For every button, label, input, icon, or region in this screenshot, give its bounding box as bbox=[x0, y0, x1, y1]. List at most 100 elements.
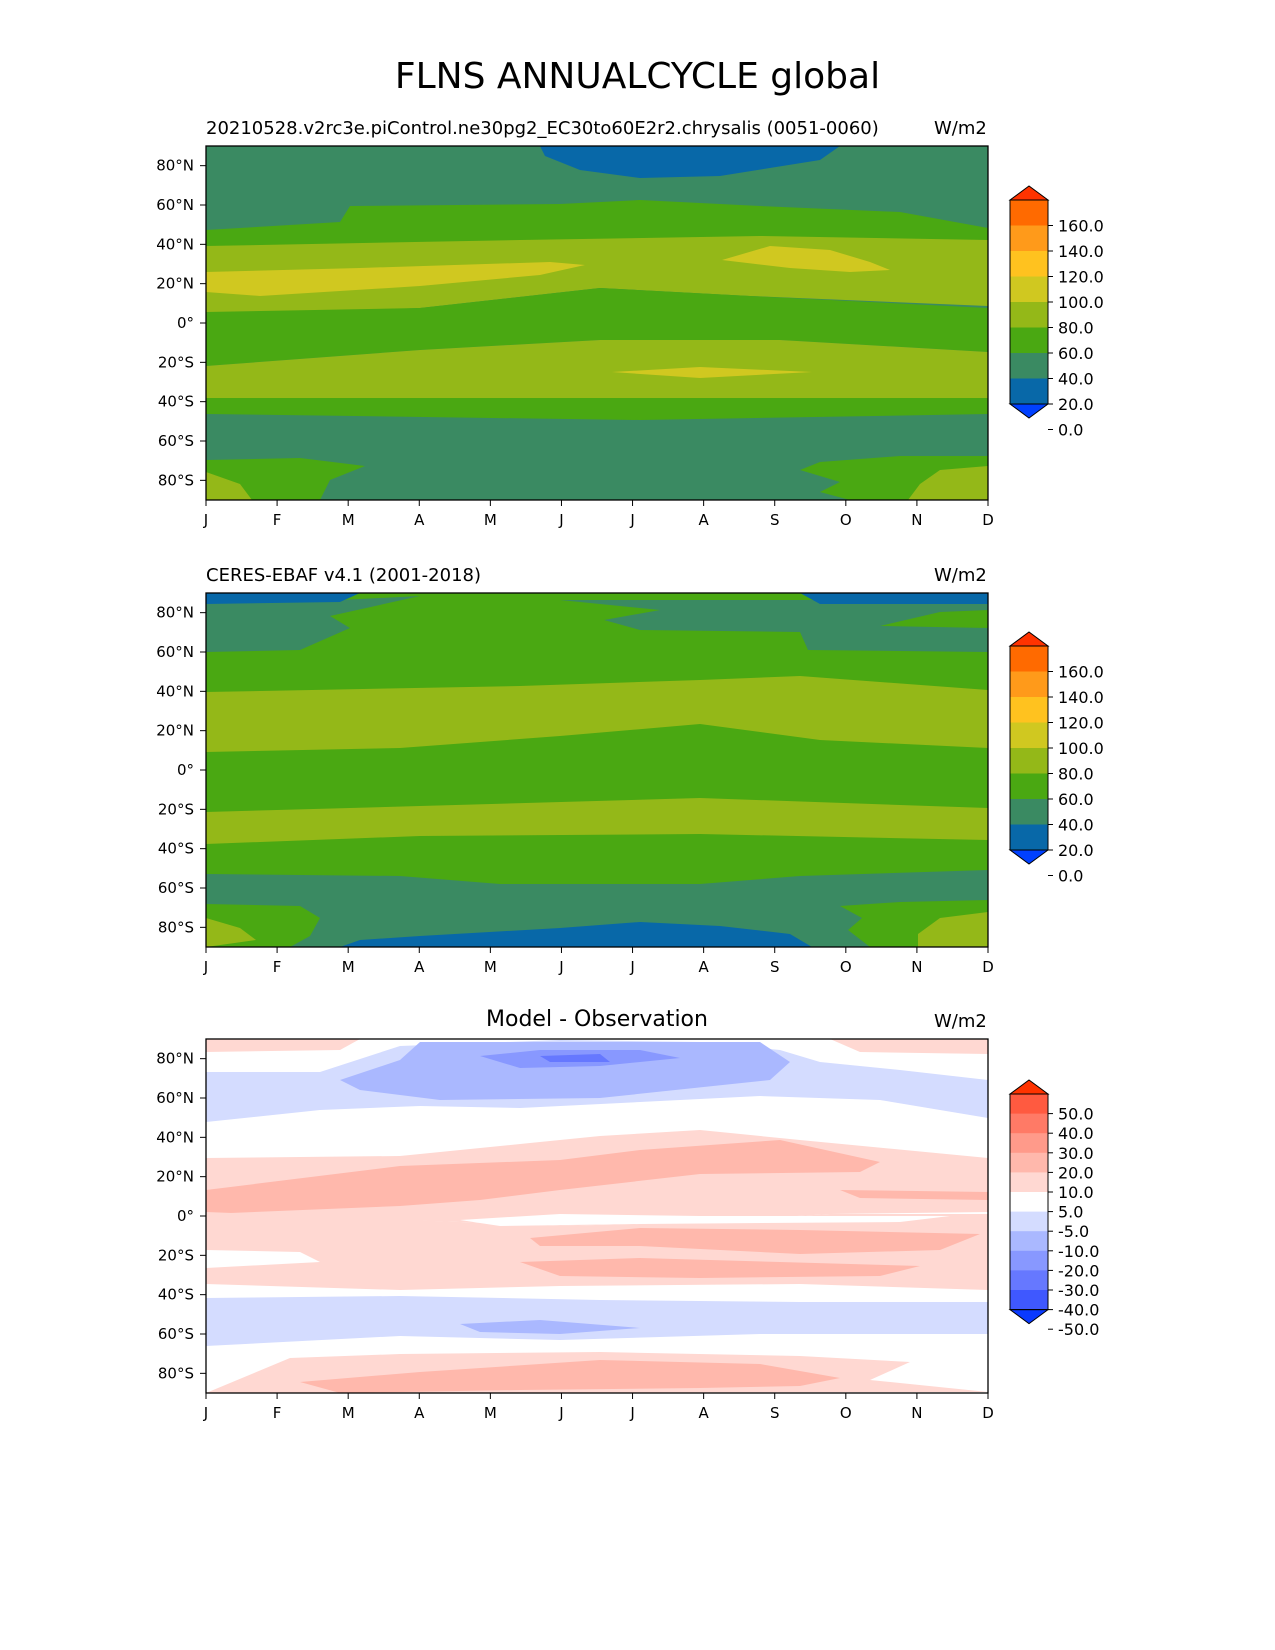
x-tick-label: N bbox=[911, 958, 922, 976]
colorbar-label: 120.0 bbox=[1058, 268, 1104, 287]
colorbar-label: -30.0 bbox=[1058, 1281, 1099, 1300]
p2-teal-north bbox=[206, 596, 420, 652]
colorbar-label: -5.0 bbox=[1058, 1222, 1089, 1241]
x-tick-label: A bbox=[699, 958, 710, 976]
x-tick-label: F bbox=[273, 958, 282, 976]
p2-ygreen-sw bbox=[206, 918, 256, 947]
x-tick-label: D bbox=[982, 511, 994, 529]
colorbar-label: 0.0 bbox=[1058, 421, 1083, 440]
y-tick-label: 20°S bbox=[158, 353, 194, 371]
colorbar-label: 20.0 bbox=[1058, 841, 1094, 860]
p2-blue-ne bbox=[800, 593, 988, 604]
x-tick-label: A bbox=[414, 1404, 425, 1422]
x-tick-label: M bbox=[484, 1404, 497, 1422]
colorbar-segment bbox=[1010, 1211, 1048, 1232]
y-tick-label: 60°S bbox=[158, 432, 194, 450]
y-tick-label: 40°S bbox=[158, 1286, 194, 1304]
page-title: FLNS ANNUALCYCLE global bbox=[394, 56, 881, 97]
x-tick-label: A bbox=[699, 1404, 710, 1422]
y-tick-label: 0° bbox=[177, 761, 194, 779]
x-tick-label: F bbox=[273, 511, 282, 529]
y-tick-label: 0° bbox=[177, 1207, 194, 1225]
colorbar-segment bbox=[1010, 1094, 1048, 1115]
panel1-subtitle: 20210528.v2rc3e.piControl.ne30pg2_EC30to… bbox=[206, 118, 879, 139]
p1-yellow-25N-b bbox=[722, 246, 890, 272]
panel1-units: W/m2 bbox=[934, 118, 987, 139]
colorbar-label: -40.0 bbox=[1058, 1301, 1099, 1320]
p1-band-60N bbox=[206, 200, 988, 246]
y-tick-label: 40°N bbox=[156, 682, 194, 700]
y-tick-label: 80°N bbox=[156, 157, 194, 175]
x-tick-label: O bbox=[840, 511, 852, 529]
y-tick-label: 20°S bbox=[158, 1246, 194, 1264]
colorbar-segment bbox=[1010, 1152, 1048, 1173]
colorbar-segment bbox=[1010, 773, 1048, 800]
x-tick-label: S bbox=[770, 958, 780, 976]
p3-salmon-south bbox=[300, 1360, 840, 1393]
p2-teal-north-e bbox=[560, 600, 988, 652]
colorbar-segment bbox=[1010, 200, 1048, 226]
panel2-plot-area bbox=[206, 593, 988, 947]
colorbar-segment bbox=[1010, 276, 1048, 303]
y-tick-label: 80°S bbox=[158, 1364, 194, 1382]
x-tick-label: J bbox=[558, 1404, 563, 1422]
y-tick-label: 60°N bbox=[156, 196, 194, 214]
colorbar-label: -50.0 bbox=[1058, 1320, 1099, 1339]
x-tick-label: M bbox=[484, 511, 497, 529]
colorbar-label: 160.0 bbox=[1058, 663, 1104, 682]
y-tick-label: 20°N bbox=[156, 1168, 194, 1186]
colorbar-label: 60.0 bbox=[1058, 344, 1094, 363]
colorbar-label: 20.0 bbox=[1058, 1163, 1094, 1182]
y-tick-label: 40°S bbox=[158, 840, 194, 858]
x-tick-label: J bbox=[203, 511, 208, 529]
y-tick-label: 0° bbox=[177, 314, 194, 332]
colorbar-label: 0.0 bbox=[1058, 867, 1083, 886]
colorbar-label: 140.0 bbox=[1058, 688, 1104, 707]
p1-band-20S bbox=[206, 340, 988, 398]
x-tick-label: O bbox=[840, 1404, 852, 1422]
x-tick-label: D bbox=[982, 958, 994, 976]
p3-white-eq bbox=[460, 1214, 950, 1226]
p1-ygreen-se bbox=[908, 466, 988, 500]
colorbar-label: 40.0 bbox=[1058, 370, 1094, 389]
colorbar-label: 80.0 bbox=[1058, 765, 1094, 784]
colorbar-segment bbox=[1010, 251, 1048, 277]
colorbar-layer: 160.0 140.0 120.0 100.0 80.0 60.0 40.0 20.0 0.0 1… bbox=[1008, 185, 1104, 1339]
p2-blue-south bbox=[340, 922, 812, 947]
colorbar-label: 160.0 bbox=[1058, 217, 1104, 236]
x-tick-label: M bbox=[342, 958, 355, 976]
colorbar-label: 40.0 bbox=[1058, 816, 1094, 835]
x-tick-label: J bbox=[203, 1404, 208, 1422]
x-tick-label: J bbox=[558, 511, 563, 529]
p1-green-sw bbox=[206, 458, 365, 500]
colorbar-segment bbox=[1010, 824, 1048, 851]
y-tick-label: 60°N bbox=[156, 643, 194, 661]
colorbar-segment bbox=[1010, 378, 1048, 405]
x-tick-label: S bbox=[770, 1404, 780, 1422]
p1-yellow-20S bbox=[612, 367, 812, 378]
colorbar-segment bbox=[1010, 722, 1048, 749]
colorbar-segment bbox=[1010, 1270, 1048, 1291]
p2-ygreen-se bbox=[918, 912, 988, 947]
y-tick-label: 60°S bbox=[158, 1325, 194, 1343]
y-tick-label: 80°N bbox=[156, 604, 194, 622]
colorbar-segment bbox=[1010, 353, 1048, 379]
y-tick-label: 60°S bbox=[158, 879, 194, 897]
colorbar-label: 60.0 bbox=[1058, 790, 1094, 809]
colorbar-segment bbox=[1010, 1113, 1048, 1134]
y-tick-label: 20°N bbox=[156, 275, 194, 293]
colorbar-extend-max bbox=[1008, 185, 1050, 201]
colorbar-label: 120.0 bbox=[1058, 714, 1104, 733]
p2-ygreen-30N bbox=[206, 676, 988, 752]
y-tick-label: 60°N bbox=[156, 1089, 194, 1107]
colorbar-segment bbox=[1010, 748, 1048, 774]
panel3-title: Model - Observation bbox=[486, 1007, 708, 1032]
panel1-plot-area bbox=[206, 146, 988, 500]
p2-teal-south bbox=[206, 870, 988, 947]
p3-pink-top bbox=[206, 1039, 360, 1052]
colorbar-label: 10.0 bbox=[1058, 1183, 1094, 1202]
colorbar-label: 40.0 bbox=[1058, 1124, 1094, 1143]
colorbar-label: 100.0 bbox=[1058, 293, 1104, 312]
p3-salmon-east bbox=[840, 1190, 988, 1200]
